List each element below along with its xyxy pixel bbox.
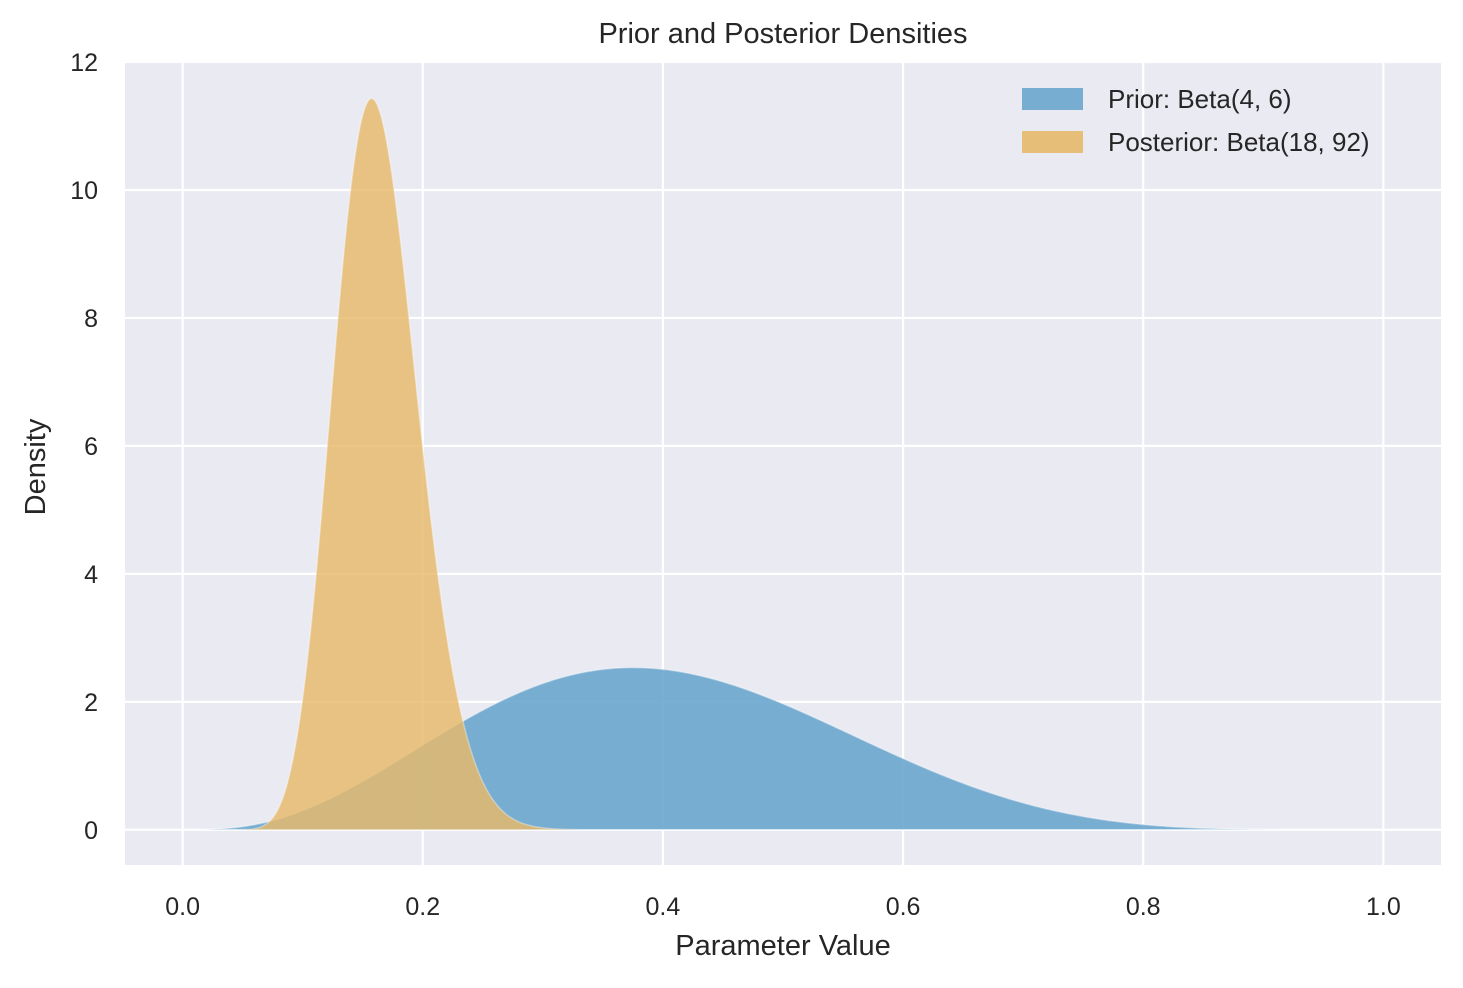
y-tick-label: 4 bbox=[84, 561, 98, 589]
posterior-density-area bbox=[182, 97, 1385, 831]
x-tick-label: 1.0 bbox=[1366, 893, 1401, 921]
x-tick-label: 0.0 bbox=[165, 893, 200, 921]
tick-labels: 0.0 0.2 0.4 0.6 0.8 1.0 0 2 4 6 8 10 12 bbox=[70, 49, 1401, 921]
y-tick-label: 6 bbox=[84, 433, 98, 461]
legend-swatch bbox=[1022, 131, 1083, 153]
x-axis-label: Parameter Value bbox=[675, 930, 890, 962]
legend: Prior: Beta(4, 6) Posterior: Beta(18, 92) bbox=[1022, 84, 1370, 157]
y-tick-label: 12 bbox=[70, 49, 98, 77]
y-tick-label: 2 bbox=[84, 689, 98, 717]
chart-title: Prior and Posterior Densities bbox=[598, 18, 967, 50]
legend-label: Posterior: Beta(18, 92) bbox=[1108, 127, 1370, 157]
x-tick-label: 0.6 bbox=[886, 893, 921, 921]
y-axis-label: Density bbox=[20, 418, 52, 515]
y-tick-label: 0 bbox=[84, 817, 98, 845]
legend-swatch bbox=[1022, 88, 1083, 110]
x-tick-label: 0.2 bbox=[405, 893, 440, 921]
y-tick-label: 8 bbox=[84, 305, 98, 333]
y-tick-label: 10 bbox=[70, 177, 98, 205]
x-tick-label: 0.8 bbox=[1126, 893, 1161, 921]
series-areas bbox=[182, 97, 1385, 831]
x-tick-label: 0.4 bbox=[646, 893, 681, 921]
legend-label: Prior: Beta(4, 6) bbox=[1108, 84, 1292, 114]
